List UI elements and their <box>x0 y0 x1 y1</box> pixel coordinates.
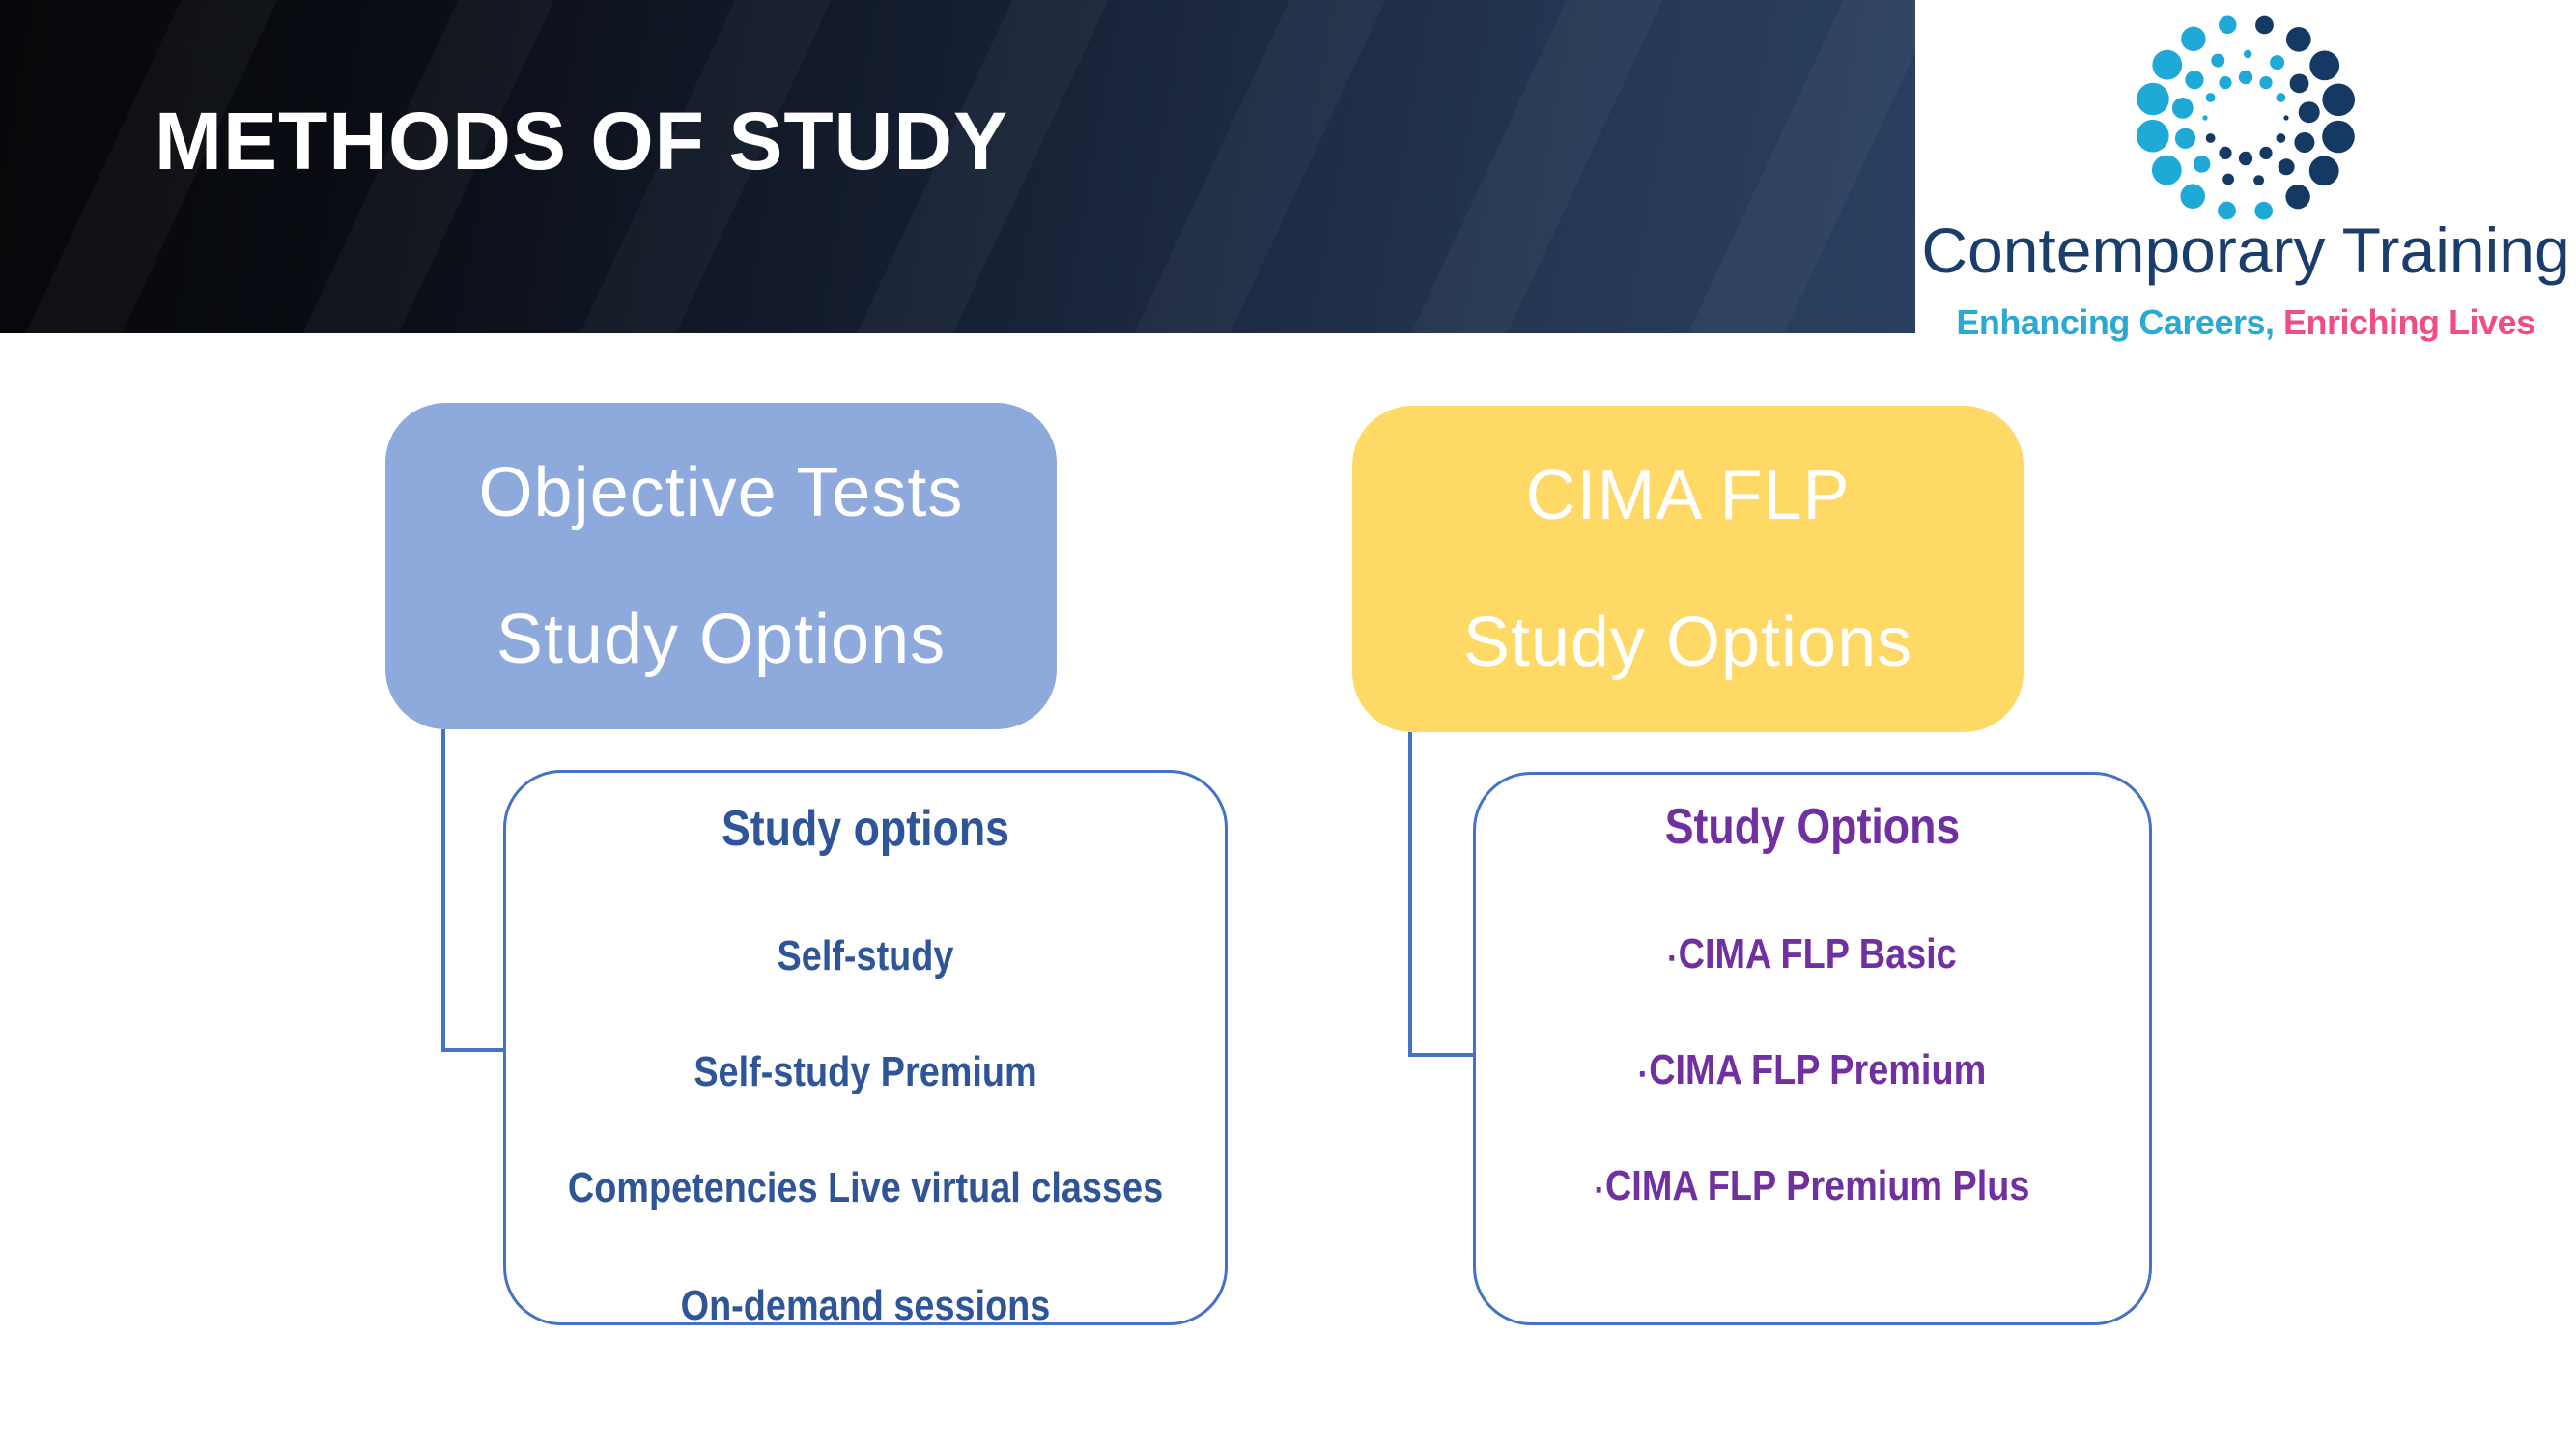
connector-right-vertical <box>1408 732 1412 1057</box>
list-item: ▪CIMA FLP Premium <box>1523 1046 2102 1097</box>
list-item: On-demand sessions <box>680 1282 1051 1329</box>
tagline-enhancing-careers: Enhancing Careers, <box>1956 302 2275 342</box>
connector-left-horizontal <box>441 1048 505 1052</box>
objective-tests-options-panel: Study options Self-study Self-study Prem… <box>503 770 1228 1329</box>
objective-tests-box: Objective Tests Study Options <box>385 403 1057 729</box>
objective-tests-box-line2: Study Options <box>495 601 947 678</box>
cima-flp-options-panel: Study Options ▪CIMA FLP Basic ▪CIMA FLP … <box>1473 772 2152 1325</box>
list-item-label: CIMA FLP Basic <box>1678 930 1957 978</box>
tagline-enriching-lives: Enriching Lives <box>2274 302 2535 342</box>
list-item: Self-study Premium <box>694 1048 1037 1095</box>
list-item: Competencies Live virtual classes <box>567 1164 1164 1211</box>
list-item: ▪CIMA FLP Premium Plus <box>1523 1162 2102 1213</box>
list-item-label: CIMA FLP Premium <box>1649 1046 1987 1094</box>
list-item: Self-study <box>777 932 954 980</box>
connector-right-horizontal <box>1408 1053 1476 1057</box>
page-title: METHODS OF STUDY <box>155 96 1009 186</box>
contemporary-training-logo: Contemporary Training Enhancing Careers,… <box>1915 0 2576 367</box>
cima-flp-box-line2: Study Options <box>1462 604 1913 681</box>
logo-tagline: Enhancing Careers, Enriching Lives <box>1917 305 2574 340</box>
cima-flp-box-line1: CIMA FLP <box>1525 457 1851 534</box>
square-bullet-icon: ▪ <box>1668 944 1676 970</box>
square-bullet-icon: ▪ <box>1595 1176 1602 1202</box>
logo-wordmark: Contemporary Training <box>1921 214 2570 286</box>
connector-left-vertical <box>441 729 445 1052</box>
cima-flp-box: CIMA FLP Study Options <box>1352 406 2024 732</box>
right-panel-title: Study Options <box>1664 799 1961 855</box>
list-item-label: CIMA FLP Premium Plus <box>1604 1162 2030 1209</box>
header-banner: METHODS OF STUDY <box>0 0 1915 333</box>
square-bullet-icon: ▪ <box>1638 1060 1646 1086</box>
logo-dots-icon <box>2137 15 2355 220</box>
list-item: ▪CIMA FLP Basic <box>1523 930 2102 981</box>
left-panel-title: Study options <box>721 801 1010 857</box>
objective-tests-box-line1: Objective Tests <box>478 454 964 531</box>
